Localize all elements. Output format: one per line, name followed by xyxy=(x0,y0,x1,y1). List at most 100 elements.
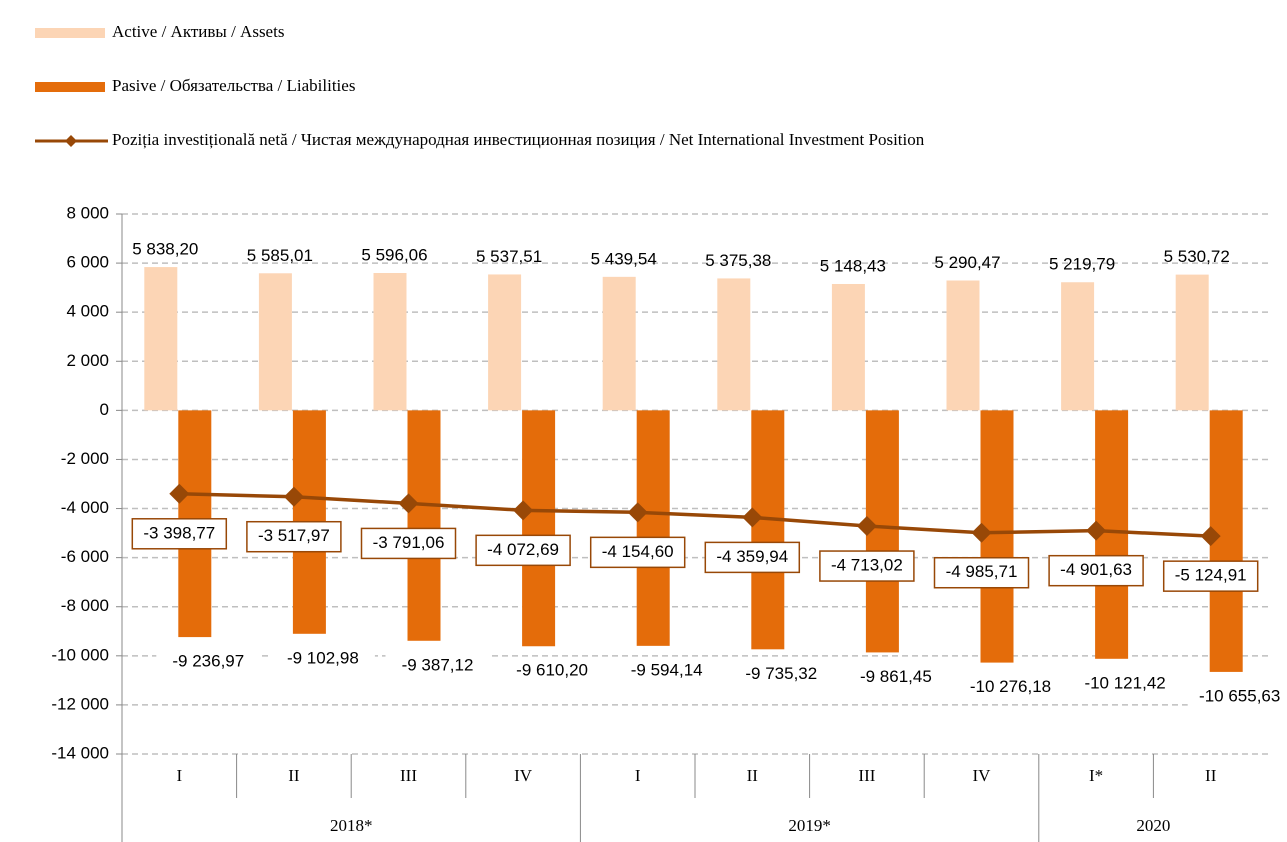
data-label: 5 530,72 xyxy=(1164,247,1230,266)
x-tick-label: II xyxy=(1205,766,1217,785)
x-tick-label: I xyxy=(176,766,182,785)
y-tick-label: -6 000 xyxy=(61,547,109,566)
bar xyxy=(488,274,522,411)
bar xyxy=(831,283,865,411)
marker xyxy=(513,500,534,521)
legend-label: Poziția investițională netă / Чистая меж… xyxy=(112,130,925,149)
bar xyxy=(1061,282,1095,411)
bar xyxy=(946,280,980,411)
x-tick-label: IV xyxy=(973,766,992,785)
data-label: 5 537,51 xyxy=(476,247,542,266)
label-box xyxy=(704,541,801,574)
bar xyxy=(602,276,636,411)
data-label: -9 387,12 xyxy=(402,655,474,674)
label-box xyxy=(933,556,1030,589)
legend-swatch xyxy=(35,28,105,38)
data-label: 5 290,47 xyxy=(934,253,1000,272)
label-box xyxy=(1048,554,1144,587)
data-label: -5 124,91 xyxy=(1175,566,1247,585)
data-label: -4 713,02 xyxy=(831,556,903,575)
label-bg xyxy=(614,659,719,682)
data-label: 5 219,79 xyxy=(1049,255,1115,274)
y-tick-label: 6 000 xyxy=(66,253,109,272)
label-box xyxy=(360,527,457,560)
label-bg xyxy=(843,666,948,689)
data-label: -9 861,45 xyxy=(860,667,932,686)
x-tick-label: I* xyxy=(1089,766,1103,785)
data-label: 5 375,38 xyxy=(705,251,771,270)
marker xyxy=(856,516,877,537)
data-label: -9 102,98 xyxy=(287,648,359,667)
y-tick-label: -10 000 xyxy=(51,645,109,664)
bar xyxy=(144,267,178,411)
legend-marker xyxy=(65,135,77,147)
data-label: -10 121,42 xyxy=(1084,673,1165,692)
marker xyxy=(1200,526,1221,547)
label-box xyxy=(1162,560,1259,592)
bar xyxy=(258,273,292,411)
x-tick-label: II xyxy=(747,766,759,785)
label-bg xyxy=(385,654,490,677)
bar xyxy=(1175,274,1209,411)
label-box xyxy=(589,536,686,569)
bar xyxy=(717,278,751,411)
y-tick-label: 2 000 xyxy=(66,351,109,370)
bar xyxy=(373,273,407,411)
y-tick-label: -12 000 xyxy=(51,694,109,713)
y-tick-label: -2 000 xyxy=(61,449,109,468)
label-bg xyxy=(729,663,834,686)
bar xyxy=(522,410,556,647)
x-tick-label: III xyxy=(858,766,875,785)
x-group-label: 2020 xyxy=(1136,816,1170,835)
data-label: -3 517,97 xyxy=(258,526,330,545)
legend-swatch xyxy=(35,82,105,92)
label-bg xyxy=(958,676,1063,699)
x-tick-label: III xyxy=(400,766,417,785)
data-label: -10 655,63 xyxy=(1199,686,1280,705)
data-label: -3 398,77 xyxy=(143,523,215,542)
data-label: 5 838,20 xyxy=(132,240,198,259)
label-box xyxy=(819,550,915,582)
bar xyxy=(751,410,785,650)
x-tick-label: IV xyxy=(514,766,533,785)
bar xyxy=(407,410,441,641)
data-label: -3 791,06 xyxy=(373,533,445,552)
y-tick-label: 0 xyxy=(100,400,109,419)
marker xyxy=(627,502,648,523)
data-label: -4 901,63 xyxy=(1060,560,1132,579)
x-tick-label: I xyxy=(635,766,641,785)
legend-label: Active / Активы / Assets xyxy=(112,22,284,41)
data-label: -4 072,69 xyxy=(487,540,559,559)
legend-label: Pasive / Обязательства / Liabilities xyxy=(112,76,355,95)
label-box xyxy=(131,518,228,550)
y-tick-label: 8 000 xyxy=(66,203,109,222)
data-label: -9 594,14 xyxy=(631,660,703,679)
bar xyxy=(636,410,670,646)
x-group-label: 2018* xyxy=(330,816,373,835)
marker xyxy=(742,507,763,528)
y-tick-label: 4 000 xyxy=(66,302,109,321)
label-bg xyxy=(156,651,261,674)
marker xyxy=(1086,520,1107,541)
y-tick-label: -14 000 xyxy=(51,743,109,762)
data-label: 5 439,54 xyxy=(591,249,657,268)
data-label: -9 735,32 xyxy=(745,664,817,683)
label-bg xyxy=(500,660,605,683)
data-label: -9 236,97 xyxy=(172,652,244,671)
label-bg xyxy=(270,647,375,670)
marker xyxy=(169,483,190,504)
data-label: -9 610,20 xyxy=(516,661,588,680)
x-group-label: 2019* xyxy=(788,816,831,835)
data-label: 5 585,01 xyxy=(247,246,313,265)
data-label: 5 596,06 xyxy=(361,245,427,264)
data-label: -4 359,94 xyxy=(716,547,788,566)
marker xyxy=(283,486,304,507)
y-tick-label: -4 000 xyxy=(61,498,109,517)
x-tick-label: II xyxy=(288,766,300,785)
marker xyxy=(398,493,419,514)
marker xyxy=(971,522,992,543)
label-box xyxy=(475,534,571,567)
y-tick-label: -8 000 xyxy=(61,596,109,615)
label-box xyxy=(246,520,342,553)
